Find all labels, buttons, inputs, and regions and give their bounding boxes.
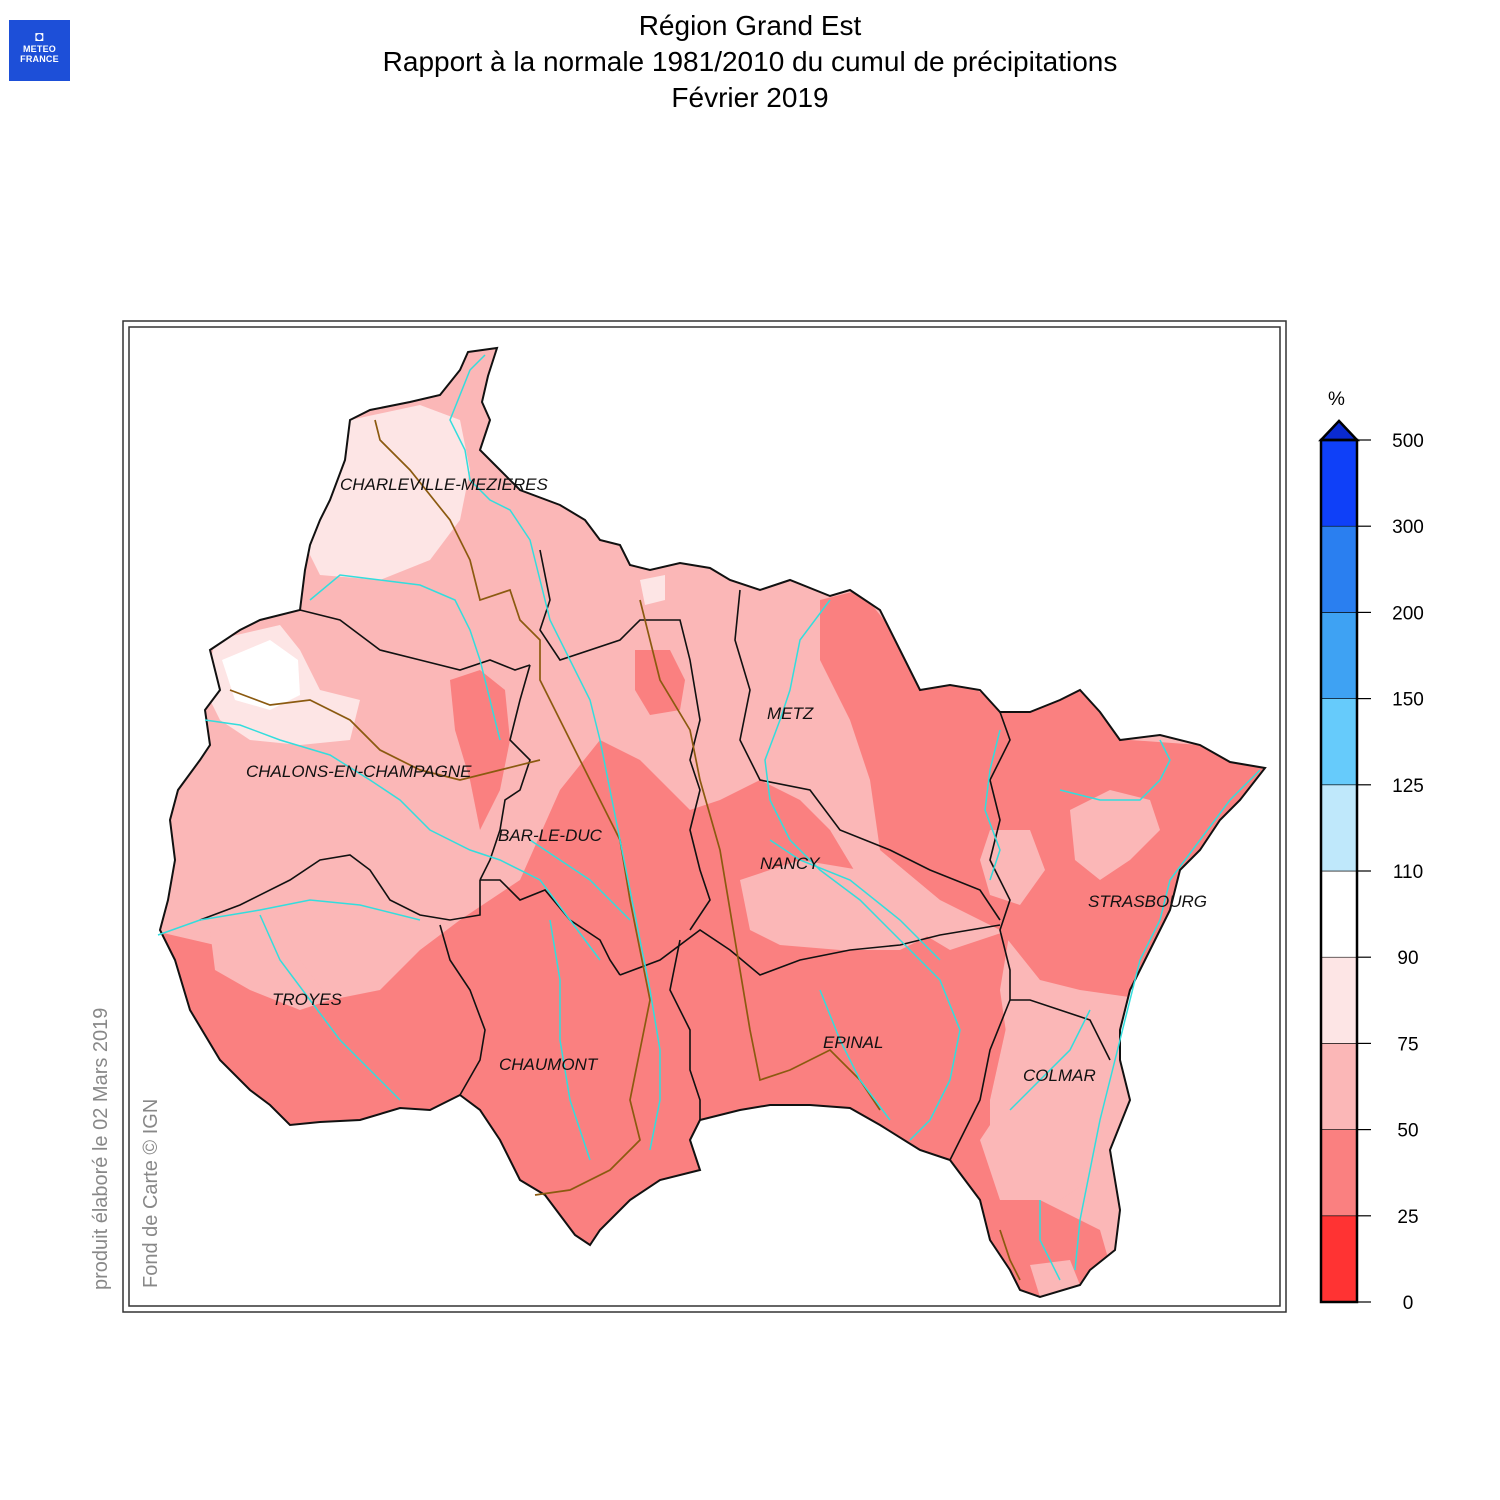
zone-50-75-nancy-patch: [740, 860, 940, 950]
city-label-chaumont: CHAUMONT: [499, 1055, 599, 1074]
zone-50-75-strasbourg-patch: [1070, 790, 1160, 880]
city-label-charleville: CHARLEVILLE-MEZIERES: [340, 475, 548, 494]
legend-tick-label: 110: [1393, 862, 1423, 883]
legend-band-0-25: [1320, 1215, 1358, 1303]
basin-borders: [229, 419, 1021, 1281]
river-aisne: [309, 574, 501, 741]
legend-band-75-90: [1320, 956, 1358, 1044]
basin-border-rhine: [639, 599, 881, 1111]
city-label-colmar: COLMAR: [1023, 1066, 1096, 1085]
legend-tick-label: 0: [1403, 1293, 1414, 1314]
river-ill: [1009, 739, 1171, 1281]
river-meurthe: [769, 839, 941, 961]
city-label-chalons: CHALONS-EN-CHAMPAGNE: [246, 762, 472, 781]
zone-50-75-colmar-patch: [990, 1000, 1110, 1200]
legend-overflow-arrow: [1318, 419, 1360, 442]
map-subtitle: Rapport à la normale 1981/2010 du cumul …: [382, 46, 1118, 77]
legend-band-125-150: [1320, 698, 1358, 786]
river-sarre: [984, 729, 1001, 881]
department-borders: [199, 549, 1111, 1161]
map-frame-inner: [128, 326, 1281, 1307]
legend-tick-label: 300: [1392, 517, 1424, 538]
legend-tick-label: 50: [1397, 1121, 1418, 1142]
legend-band-200-300: [1320, 525, 1358, 613]
border-meurthe-moselle-west: [734, 589, 1001, 921]
legend-band-300-500: [1320, 439, 1358, 527]
legend-tick-label: 125: [1392, 776, 1424, 797]
river-seine: [259, 914, 401, 1101]
map-frame-outer: [122, 320, 1287, 1313]
zone-25-50-meuse-pocket: [635, 650, 685, 715]
legend-tick-label: 150: [1392, 690, 1424, 711]
legend-tick-label: 200: [1392, 603, 1424, 624]
city-labels: CHARLEVILLE-MEZIERES METZ CHALONS-EN-CHA…: [246, 475, 1207, 1085]
river-aube: [157, 899, 421, 936]
legend-tick-label: 75: [1397, 1034, 1418, 1055]
meteo-france-logo: ◘ METEO FRANCE: [9, 20, 70, 81]
river-marne: [204, 719, 601, 961]
river-meuse: [449, 354, 661, 1151]
city-label-nancy: NANCY: [760, 854, 821, 873]
legend-tick-label: 90: [1397, 948, 1418, 969]
legend-tick-label: 25: [1397, 1207, 1418, 1228]
legend-band-50-75: [1320, 1043, 1358, 1130]
legend-tick-label: 500: [1392, 431, 1424, 452]
city-label-strasbourg: STRASBOURG: [1088, 892, 1207, 911]
precipitation-field: [160, 348, 1265, 1297]
river-ornain: [529, 839, 631, 921]
city-label-troyes: TROYES: [272, 990, 343, 1009]
river-rhine: [1074, 769, 1261, 1271]
legend-band-90-110: [1320, 870, 1358, 958]
meteo-france-emblem-icon: ◘: [35, 28, 44, 44]
legend-band-25-50: [1320, 1129, 1358, 1217]
map-period: Février 2019: [671, 82, 829, 113]
border-marne-hautemarne: [480, 879, 621, 976]
region-outline: [158, 346, 1267, 1299]
basemap-credit: Fond de Carte © IGN: [140, 1098, 162, 1288]
river-madon: [819, 989, 891, 1121]
border-vosges-hautemarne-south: [669, 939, 701, 1120]
river-moselle: [764, 599, 961, 1141]
basin-border-vosges-south: [999, 1229, 1021, 1281]
logo-line-1: METEO: [22, 44, 56, 54]
river-haute-marne: [549, 919, 591, 1161]
border-marne-aube: [199, 854, 481, 921]
legend-bands: [1320, 439, 1358, 1303]
zone-25-50-north-east: [820, 590, 1265, 1000]
rivers: [157, 354, 1261, 1281]
basin-border-meuse-west: [374, 419, 651, 1196]
border-meuse-moselle: [539, 549, 711, 931]
legend-band-110-125: [1320, 784, 1358, 872]
border-alsace: [989, 711, 1111, 1061]
legend-unit: %: [1328, 389, 1345, 410]
city-label-metz: METZ: [767, 704, 814, 723]
city-label-epinal: EPINAL: [823, 1033, 883, 1052]
produced-date-note: produit élaboré le 02 Mars 2019: [90, 1007, 112, 1290]
city-label-bar-le-duc: BAR-LE-DUC: [498, 826, 603, 845]
border-alsace-west: [949, 999, 1011, 1161]
map-title: Région Grand Est: [638, 10, 862, 41]
legend-ticks: 0 25 50 75 90 110 125 150 200 300 500: [1357, 431, 1424, 1314]
border-ardennes-marne: [299, 609, 531, 671]
border-aube-hautemarne: [439, 924, 486, 1096]
zone-75-90-north-enclave: [640, 575, 665, 605]
border-marne-meuse: [479, 664, 531, 881]
title-block: Région Grand Est Rapport à la normale 19…: [0, 8, 1500, 116]
logo-line-2: FRANCE: [20, 54, 59, 64]
legend: % 0 25 50 75 90 110 125 150 200 300 500: [1318, 389, 1424, 1314]
zone-90-110-west: [222, 640, 300, 710]
zone-50-75-troyes-patch: [210, 930, 330, 1010]
basin-border-seine-north: [229, 689, 541, 781]
zone-50-75-east-patch: [980, 830, 1045, 905]
legend-band-150-200: [1320, 612, 1358, 699]
zone-25-50-west-pocket: [450, 670, 510, 830]
